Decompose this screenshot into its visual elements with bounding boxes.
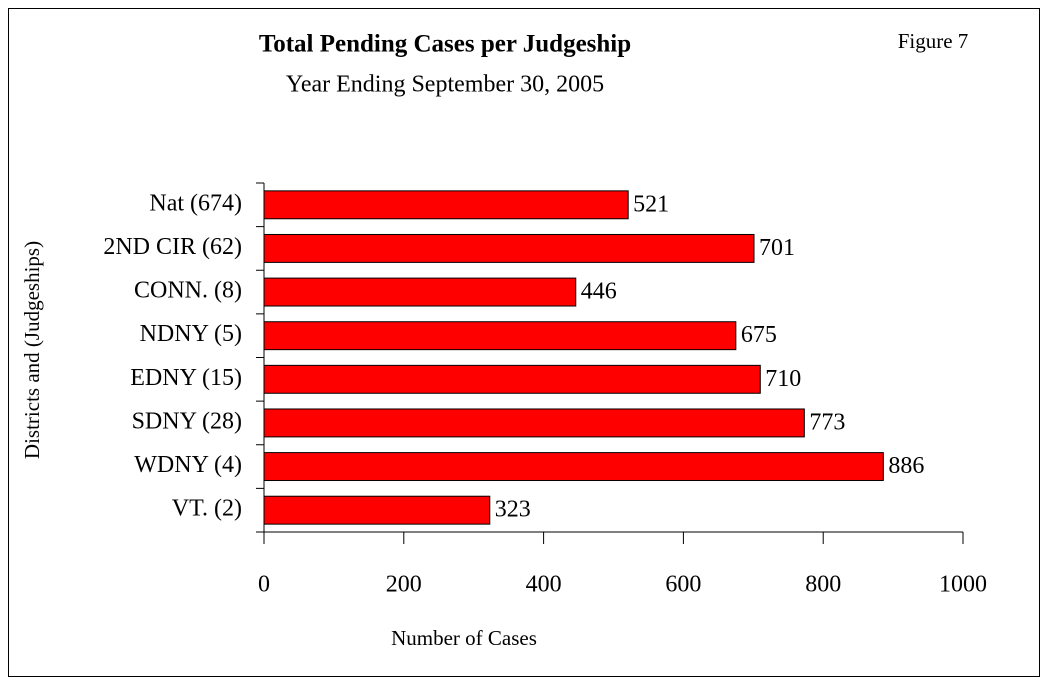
data-label: 675 [741, 322, 777, 348]
y-tick-label: Nat (674) [149, 190, 242, 216]
x-tick-label: 800 [805, 572, 841, 598]
data-label: 521 [633, 191, 669, 217]
bar [263, 190, 629, 220]
bar [263, 321, 737, 351]
data-label: 446 [581, 279, 617, 305]
data-label: 710 [765, 366, 801, 392]
x-tick-label: 600 [665, 572, 701, 598]
y-tick-label: WDNY (4) [134, 452, 242, 478]
chart-title: Total Pending Cases per Judgeship [259, 31, 631, 58]
figure-label: Figure 7 [898, 29, 969, 53]
y-tick-label: VT. (2) [172, 496, 242, 522]
bar [263, 408, 805, 438]
x-tick-label: 200 [386, 572, 422, 598]
y-tick-label: 2ND CIR (62) [103, 234, 242, 260]
y-tick-label: CONN. (8) [134, 278, 242, 304]
data-label: 886 [888, 453, 924, 479]
x-tick-label: 1000 [939, 572, 987, 598]
bar [263, 277, 577, 307]
x-axis-title: Number of Cases [391, 626, 537, 650]
y-tick-label: EDNY (15) [130, 365, 242, 391]
data-label: 701 [759, 235, 795, 261]
bar [263, 495, 491, 525]
bar [263, 233, 755, 263]
bar [263, 452, 884, 482]
chart-subtitle: Year Ending September 30, 2005 [286, 72, 604, 98]
x-tick-label: 0 [258, 572, 270, 598]
bar [263, 364, 761, 394]
y-tick-label: NDNY (5) [140, 321, 242, 347]
y-axis-title: Districts and (Judgeships) [20, 241, 44, 459]
data-label: 773 [809, 409, 845, 435]
data-label: 323 [495, 497, 531, 523]
x-tick-label: 400 [526, 572, 562, 598]
y-tick-label: SDNY (28) [132, 408, 242, 434]
